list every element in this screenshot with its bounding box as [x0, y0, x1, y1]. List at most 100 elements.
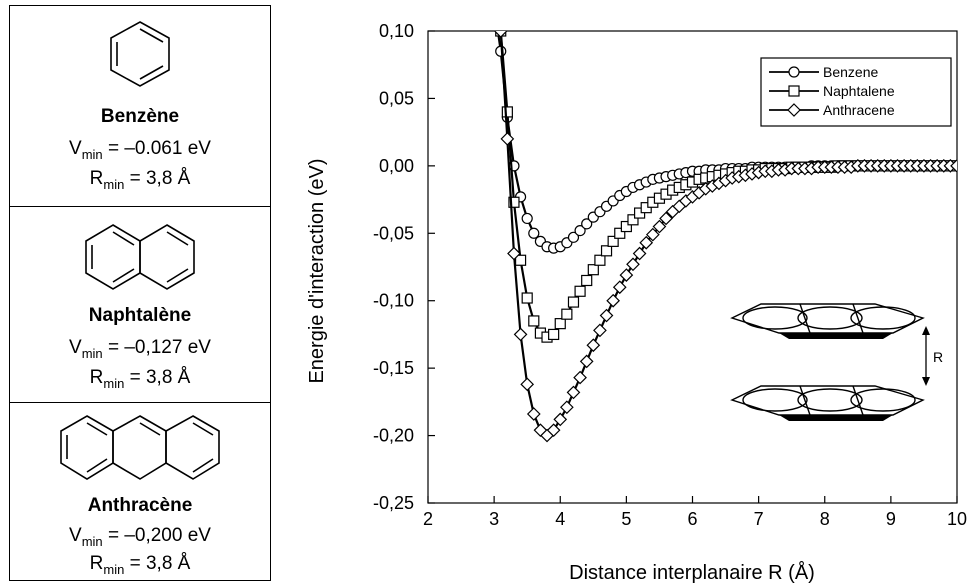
anthracene-point: [639, 235, 654, 250]
anthracene-point: [507, 246, 521, 261]
naphtalene-point: [521, 292, 533, 304]
y-tick-label: -0,25: [373, 493, 414, 513]
naphtalene-point: [508, 196, 520, 208]
vmin-value: = –0.061 eV: [102, 138, 211, 159]
distance-arrow-icon: [922, 326, 930, 386]
y-tick-label: -0,15: [373, 358, 414, 378]
y-axis-label: Energie d'interaction (eV): [306, 158, 328, 383]
naphtalene-point: [528, 315, 540, 327]
x-axis-label: Distance interplanaire R (Å): [569, 561, 815, 584]
vmin-subscript: min: [81, 146, 103, 162]
anthracene-point: [612, 280, 627, 295]
x-tick-label: 7: [754, 509, 764, 529]
naphtalene-point: [620, 220, 632, 233]
benzene-point: [521, 212, 533, 225]
molecule-name: Anthracène: [87, 495, 193, 516]
vmin-symbol: V: [69, 138, 82, 159]
anthracene-point: [560, 400, 574, 415]
molecule-card-anthracene: Anthracène Vmin = –0,200 eV Rmin = 3,8 Å: [10, 402, 270, 582]
bottom-anthracene-plane-icon: [730, 385, 925, 421]
legend-label: Benzene: [823, 64, 878, 80]
vmin-line: Vmin = –0,200 eV: [10, 525, 270, 549]
y-tick-label: 0,10: [379, 21, 414, 41]
legend-marker-circle-icon: [788, 66, 800, 78]
stacked-molecules-illustration: R: [730, 303, 943, 421]
naphtalene-point: [574, 285, 586, 297]
naphtalene-point: [567, 296, 580, 308]
naphtalene-point: [548, 328, 560, 341]
anthracene-point: [500, 132, 515, 146]
rmin-line: Rmin = 3,8 Å: [10, 168, 270, 192]
anthracene-point: [493, 31, 508, 38]
naphtalene-point: [627, 214, 639, 226]
y-tick-label: -0,05: [373, 223, 414, 243]
top-anthracene-plane-icon: [730, 303, 925, 339]
rmin-line: Rmin = 3,8 Å: [10, 367, 270, 391]
y-tick-label: 0,00: [379, 156, 414, 176]
legend-label: Anthracene: [823, 102, 895, 118]
vmin-symbol: V: [69, 337, 82, 358]
y-tick-label: -0,10: [373, 291, 414, 311]
anthracene-point: [652, 219, 667, 234]
legend-marker-diamond-icon: [787, 103, 801, 117]
vmin-subscript: min: [81, 345, 103, 361]
x-tick-label: 6: [687, 509, 697, 529]
rmin-value: = 3,8 Å: [124, 553, 191, 574]
naphtalene-point: [587, 264, 599, 276]
anthracene-point: [950, 159, 957, 173]
anthracene-point: [593, 323, 607, 338]
molecule-card-naphtalene: Naphtalène Vmin = –0,127 eV Rmin = 3,8 Å: [10, 206, 270, 402]
benzene-point: [528, 227, 540, 239]
benzene-structure-icon: [110, 21, 170, 87]
benzene-point: [574, 224, 586, 237]
benzene-point: [567, 231, 580, 243]
x-tick-label: 2: [423, 509, 433, 529]
legend-label: Naphtalene: [823, 83, 895, 99]
anthracene-point: [526, 407, 541, 421]
anthracene-point: [645, 227, 660, 242]
legend-marker-square-icon: [788, 85, 800, 97]
chart-series: [493, 31, 957, 443]
anthracene-point: [546, 423, 561, 438]
y-tick-label: 0,05: [379, 88, 414, 108]
naphtalene-point: [614, 227, 626, 239]
naphtalene-point: [581, 274, 593, 287]
anthracene-point: [626, 257, 640, 272]
rmin-value: = 3,8 Å: [124, 168, 191, 189]
anthracene-point: [599, 308, 614, 323]
chart-legend: Benzene Naphtalene Anthracene: [760, 57, 952, 127]
anthracene-point: [553, 412, 568, 427]
naphtalene-point: [554, 318, 566, 330]
molecule-name: Naphtalène: [88, 305, 192, 326]
anthracene-point: [586, 338, 601, 353]
anthracene-point: [579, 354, 594, 369]
vmin-subscript: min: [81, 533, 103, 549]
molecule-card-benzene: Benzène Vmin = –0.061 eV Rmin = 3,8 Å: [10, 6, 270, 206]
vmin-line: Vmin = –0,127 eV: [10, 337, 270, 361]
naphtalene-point: [600, 245, 613, 257]
y-tick-label: -0,20: [373, 426, 414, 446]
x-tick-label: 5: [621, 509, 631, 529]
x-tick-label: 3: [489, 509, 499, 529]
rmin-subscript: min: [103, 375, 125, 391]
naphtalene-structure-icon: [85, 224, 195, 290]
interaction-energy-chart: 2 3 4 5 6 7 8 9 10 0,10 0,05 0,00 -0,05 -0,10 -0,15 -0,…: [306, 21, 967, 584]
rmin-symbol: R: [89, 168, 104, 189]
vmin-symbol: V: [69, 525, 82, 546]
benzene-point: [581, 218, 593, 230]
anthracene-point: [566, 385, 581, 400]
anthracene-structure-icon: [60, 415, 220, 480]
rmin-line: Rmin = 3,8 Å: [10, 553, 270, 577]
series-anthracene: [493, 31, 957, 443]
anthracene-point: [606, 293, 620, 308]
vmin-line: Vmin = –0.061 eV: [10, 138, 270, 162]
anthracene-point: [520, 377, 535, 392]
molecule-panel: Benzène Vmin = –0.061 eV Rmin = 3,8 Å Na…: [9, 5, 271, 581]
molecule-name: Benzène: [100, 106, 180, 127]
naphtalene-point: [607, 235, 619, 247]
anthracene-point: [619, 268, 634, 282]
naphtalene-point: [561, 308, 573, 320]
anthracene-point: [632, 246, 647, 261]
anthracene-point: [659, 211, 673, 226]
vmin-value: = –0,200 eV: [102, 525, 211, 546]
